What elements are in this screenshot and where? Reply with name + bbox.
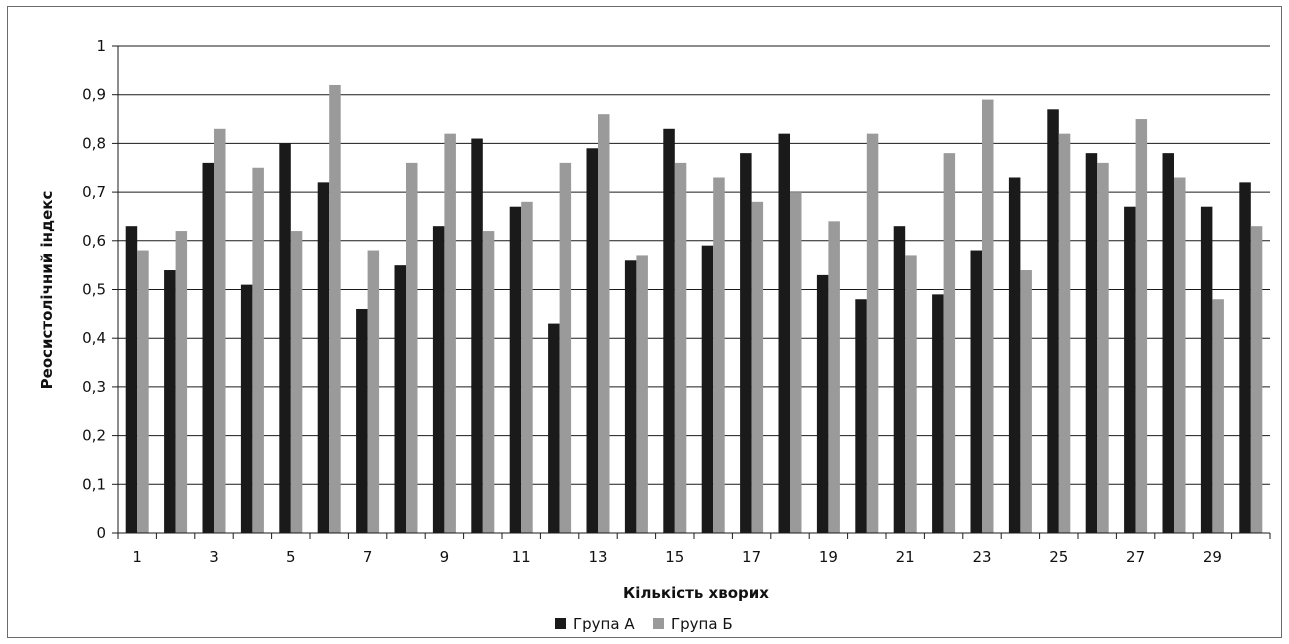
bar-group-b xyxy=(137,250,149,534)
y-tick-label: 0,3 xyxy=(82,378,106,396)
y-tick-label: 0,8 xyxy=(82,134,106,152)
bar-group-a xyxy=(816,274,829,533)
x-tick-label: 7 xyxy=(363,548,373,566)
bar-group-a xyxy=(1200,206,1213,533)
axes: 00,10,20,30,40,50,60,70,80,911 3 5 7 9 11 13 15… xyxy=(82,37,1271,566)
legend-swatch-group-a xyxy=(555,618,566,629)
bar-group-b xyxy=(982,99,994,533)
x-tick-label: 13 xyxy=(588,548,607,566)
bar-group-a xyxy=(356,308,368,533)
y-tick-label: 0 xyxy=(96,524,106,542)
bar-group-a xyxy=(932,294,944,533)
bar-group-a xyxy=(432,226,445,533)
bar-group-b xyxy=(790,192,802,533)
bar-group-b xyxy=(290,231,303,533)
x-tick-label: 21 xyxy=(896,548,915,566)
bar-group-a xyxy=(1239,182,1251,534)
bar-group-b xyxy=(406,162,418,533)
x-tick-label: 9 xyxy=(440,548,450,566)
bar-group-b xyxy=(1174,177,1186,534)
legend-swatch-group-b xyxy=(653,618,664,629)
bar-group-b xyxy=(1020,270,1032,533)
x-tick-label: 5 xyxy=(286,548,296,566)
bar-group-b xyxy=(559,162,572,533)
bar-group-a xyxy=(471,138,483,533)
x-tick-label: 29 xyxy=(1203,548,1222,566)
bar-group-b xyxy=(329,84,341,534)
x-tick-label: 23 xyxy=(972,548,991,566)
bar-group-a xyxy=(548,323,560,533)
y-tick-label: 0,6 xyxy=(82,232,106,250)
bar-group-b xyxy=(444,133,456,533)
x-tick-label: 19 xyxy=(819,548,838,566)
bar-group-b xyxy=(713,177,725,534)
bar-group-a xyxy=(778,133,790,533)
bar-group-a xyxy=(855,299,867,533)
bar-group-b xyxy=(751,201,764,533)
x-tick-label: 25 xyxy=(1049,548,1068,566)
y-tick-label: 0,4 xyxy=(82,329,106,347)
bar-group-a xyxy=(624,260,637,533)
x-tick-label: 17 xyxy=(742,548,761,566)
x-tick-label: 3 xyxy=(209,548,219,566)
bar-group-b xyxy=(1058,133,1071,533)
y-axis-title: Реосистолічний індекс xyxy=(38,191,56,390)
bar-group-a xyxy=(394,265,406,533)
y-tick-label: 0,1 xyxy=(82,475,106,493)
bars xyxy=(125,84,1263,534)
legend-label-group-a: Група А xyxy=(573,615,635,633)
bar-group-a xyxy=(125,226,138,533)
x-tick-label: 27 xyxy=(1126,548,1145,566)
x-tick-label: 11 xyxy=(512,548,531,566)
bar-group-b xyxy=(674,162,687,533)
y-tick-label: 0,2 xyxy=(82,427,106,445)
bar-group-a xyxy=(509,206,522,533)
bar-group-b xyxy=(1250,226,1263,533)
bar-group-b xyxy=(175,231,188,533)
bar-group-a xyxy=(740,153,752,533)
bar-group-a xyxy=(586,148,598,533)
bar-group-b xyxy=(1097,162,1109,533)
legend: Група А Група Б xyxy=(555,615,733,633)
bar-group-a xyxy=(202,162,214,533)
bar-group-b xyxy=(214,128,226,534)
y-tick-label: 1 xyxy=(96,37,106,55)
bar-group-a xyxy=(1162,153,1174,533)
bar-group-b xyxy=(482,231,495,533)
bar-group-a xyxy=(1008,177,1021,534)
bar-group-b xyxy=(905,255,917,533)
x-axis-title: Кількість хворих xyxy=(623,584,769,602)
bar-group-a xyxy=(1047,109,1059,533)
bar-group-b xyxy=(636,255,648,533)
bar-group-b xyxy=(521,201,533,533)
bar-group-b xyxy=(866,133,879,533)
y-tick-label: 0,7 xyxy=(82,183,106,201)
bar-group-b xyxy=(252,167,264,533)
bar-group-b xyxy=(943,153,956,533)
x-tick-label: 1 xyxy=(132,548,142,566)
y-tick-label: 0,9 xyxy=(82,86,106,104)
bar-group-b xyxy=(1135,119,1148,534)
gridlines xyxy=(118,45,1270,485)
bar-group-a xyxy=(279,143,291,533)
bar-group-b xyxy=(1212,299,1224,533)
bar-group-a xyxy=(970,250,982,534)
bar-group-a xyxy=(893,226,906,533)
bar-group-a xyxy=(240,284,253,533)
bar-group-a xyxy=(701,245,714,534)
y-tick-label: 0,5 xyxy=(82,281,106,299)
bar-group-b xyxy=(828,221,840,533)
bar-group-a xyxy=(663,128,675,534)
bar-group-b xyxy=(367,250,380,534)
legend-label-group-b: Група Б xyxy=(671,615,733,633)
bar-group-b xyxy=(598,114,610,534)
x-tick-label: 15 xyxy=(665,548,684,566)
bar-group-a xyxy=(317,182,330,534)
bar-group-a xyxy=(164,270,176,533)
bar-group-a xyxy=(1124,206,1136,533)
bar-group-a xyxy=(1085,153,1098,533)
